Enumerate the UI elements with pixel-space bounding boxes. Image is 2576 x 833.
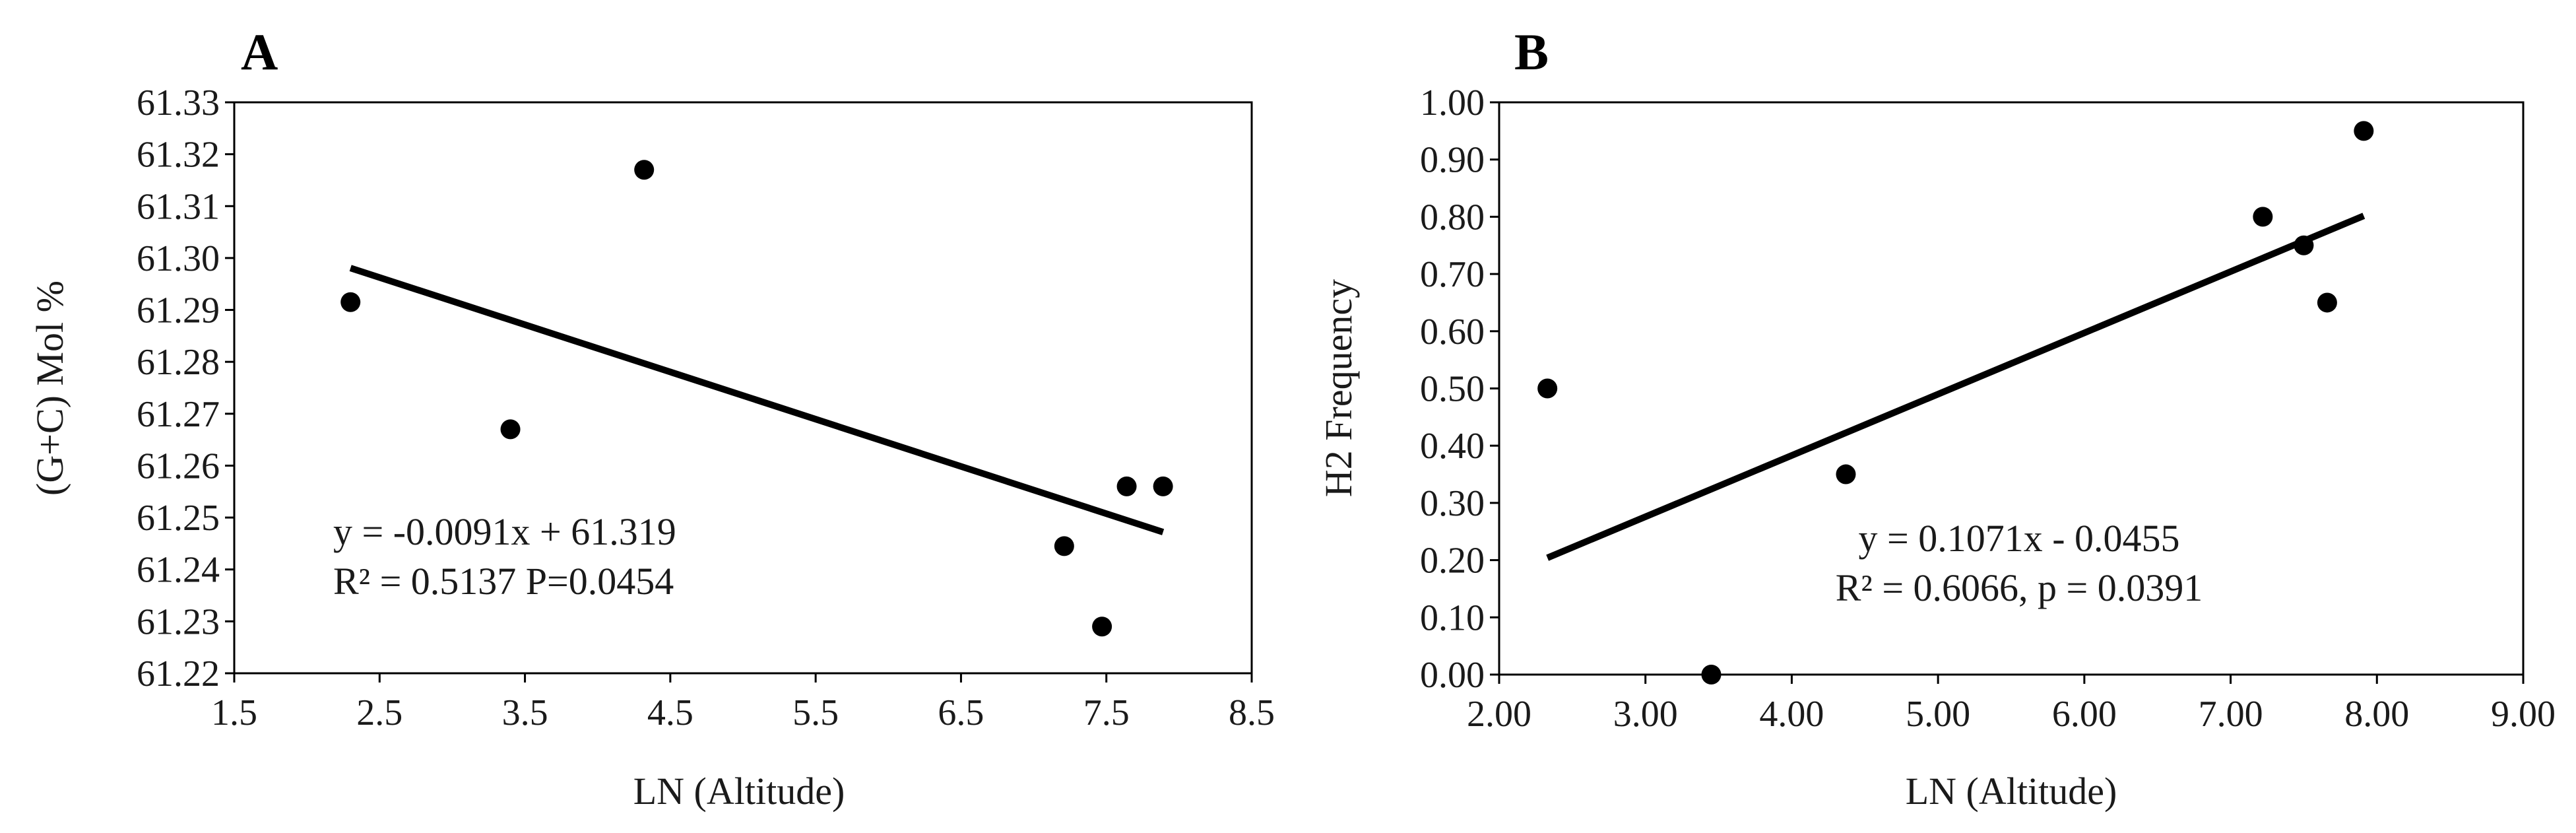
y-tick-label: 61.24 [137, 550, 220, 591]
y-tick-label: 0.40 [1420, 426, 1485, 467]
data-point [2253, 207, 2273, 227]
panel-b-x-axis-title: LN (Altitude) [1906, 770, 2117, 813]
panel-b-x-axis: 2.00 3.00 4.00 5.00 6.00 7.00 8.00 9.00 [1467, 675, 2556, 735]
panel-a-x-axis-title: LN (Altitude) [633, 770, 845, 813]
trendline [349, 265, 1165, 535]
y-tick-label: 61.32 [137, 135, 220, 176]
y-tick-label: 61.28 [137, 342, 220, 383]
panel-a-y-axis: 61.22 61.23 61.24 61.25 61.26 61.27 61.28 61.29… [137, 83, 234, 694]
x-tick-label: 5.5 [792, 692, 839, 733]
y-tick-label: 0.90 [1420, 140, 1485, 181]
data-point [1116, 476, 1137, 496]
y-tick-label: 0.00 [1420, 655, 1485, 696]
data-point [1092, 616, 1112, 637]
x-tick-label: 6.5 [938, 692, 984, 733]
data-point [340, 292, 361, 312]
panel-b-label: B [1514, 23, 1549, 81]
y-tick-label: 61.33 [137, 83, 220, 123]
y-tick-label: 0.80 [1420, 197, 1485, 238]
data-point [2294, 235, 2314, 255]
panel-b-equation: y = 0.1071x - 0.0455 [1858, 517, 2179, 560]
x-tick-label: 4.5 [647, 692, 693, 733]
panel-b-marks [1537, 121, 2374, 684]
x-tick-label: 8.00 [2344, 694, 2409, 735]
data-point [2317, 292, 2337, 313]
panel-a-y-axis-title: (G+C) Mol % [28, 281, 71, 496]
data-point [1054, 536, 1074, 556]
panel-a-marks [340, 160, 1173, 637]
y-tick-label: 61.27 [137, 394, 220, 435]
panel-b-r-squared: R² = 0.6066, p = 0.0391 [1836, 566, 2203, 609]
x-tick-label: 6.00 [2052, 694, 2117, 735]
data-point [1701, 665, 1722, 684]
y-tick-label: 61.31 [137, 186, 220, 227]
y-tick-label: 0.60 [1420, 312, 1485, 352]
x-tick-label: 9.00 [2491, 694, 2556, 735]
x-tick-label: 2.00 [1467, 694, 1531, 735]
y-tick-label: 61.22 [137, 653, 220, 694]
panel-a-label: A [241, 23, 278, 81]
data-point [634, 160, 655, 180]
x-tick-label: 1.5 [211, 692, 257, 733]
y-tick-label: 0.10 [1420, 597, 1485, 638]
y-tick-label: 0.20 [1420, 541, 1485, 582]
data-point [1836, 464, 1856, 484]
panel-a: A 61.2261.2361.2461.2561.2661.2761.2861.… [28, 23, 1275, 813]
y-tick-label: 61.23 [137, 601, 220, 642]
y-tick-label: 61.30 [137, 238, 220, 279]
x-tick-label: 7.00 [2199, 694, 2263, 735]
y-tick-label: 1.00 [1420, 83, 1485, 123]
x-tick-label: 3.5 [502, 692, 548, 733]
data-point [1153, 476, 1173, 496]
y-tick-label: 61.26 [137, 446, 220, 486]
x-tick-label: 8.5 [1229, 692, 1275, 733]
data-point [500, 419, 521, 440]
x-tick-label: 7.5 [1083, 692, 1130, 733]
data-point [1537, 378, 1558, 399]
y-tick-label: 0.30 [1420, 483, 1485, 524]
panel-b-y-axis: 0.00 0.10 0.20 0.30 0.40 0.50 0.60 0.70 0.80 0.90… [1420, 83, 1499, 696]
y-tick-label: 61.29 [137, 290, 220, 331]
panel-b: B 0.000.100.200.300.400.500.600.700.800.… [1317, 23, 2556, 813]
panel-a-x-axis: 1.5 2.5 3.5 4.5 5.5 6.5 7.5 8.5 [211, 673, 1275, 733]
data-point [2354, 121, 2374, 141]
y-tick-label: 0.50 [1420, 369, 1485, 410]
trendline [1546, 213, 2366, 561]
panel-a-r-squared: R² = 0.5137 P=0.0454 [333, 560, 674, 603]
panel-a-equation: y = -0.0091x + 61.319 [333, 510, 676, 553]
x-tick-label: 4.00 [1759, 694, 1824, 735]
panel-a-plot-area [233, 101, 1253, 675]
y-tick-label: 61.25 [137, 498, 220, 539]
x-tick-label: 2.5 [356, 692, 402, 733]
x-tick-label: 5.00 [1906, 694, 1970, 735]
x-tick-label: 3.00 [1613, 694, 1678, 735]
panel-b-y-axis-title: H2 Frequency [1317, 279, 1360, 497]
y-tick-label: 0.70 [1420, 254, 1485, 295]
